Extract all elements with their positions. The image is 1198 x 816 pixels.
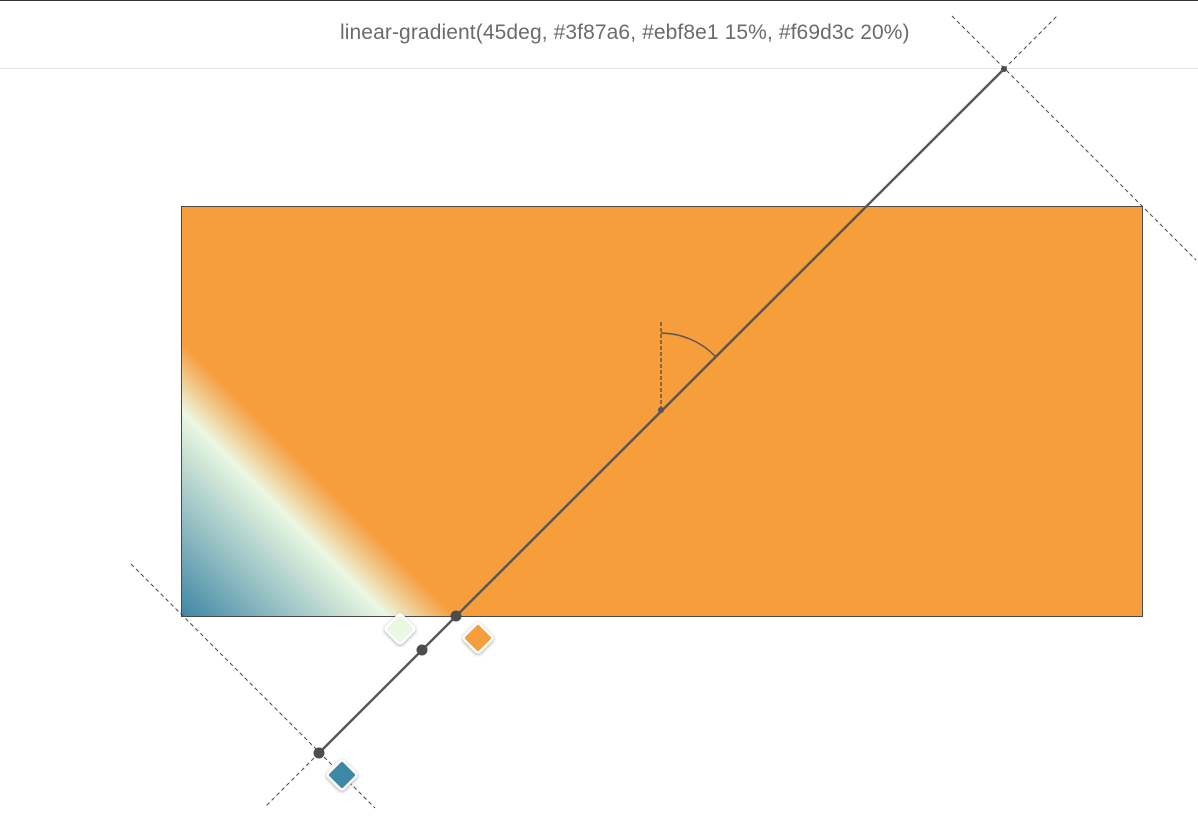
end-axis-extension <box>1003 14 1059 70</box>
stop-dot-f69d3c[interactable] <box>450 610 462 622</box>
gradient-end-point[interactable] <box>1001 66 1007 72</box>
end-perpendicular-guide <box>951 15 1197 261</box>
angle-arc <box>660 332 716 357</box>
color-stop-handle-ebf8e1[interactable] <box>384 613 416 645</box>
gradient-start-point[interactable] <box>313 747 325 759</box>
stop-dot-ebf8e1[interactable] <box>416 644 428 656</box>
top-border <box>0 0 1198 1</box>
start-axis-extension <box>264 752 320 808</box>
color-stop-handle-3f87a6[interactable] <box>326 759 358 791</box>
header-bar: linear-gradient(45deg, #3f87a6, #ebf8e1 … <box>0 1 1198 69</box>
css-gradient-value: linear-gradient(45deg, #3f87a6, #ebf8e1 … <box>340 21 910 44</box>
color-stop-handle-f69d3c[interactable] <box>462 622 494 654</box>
center-point <box>658 407 664 413</box>
